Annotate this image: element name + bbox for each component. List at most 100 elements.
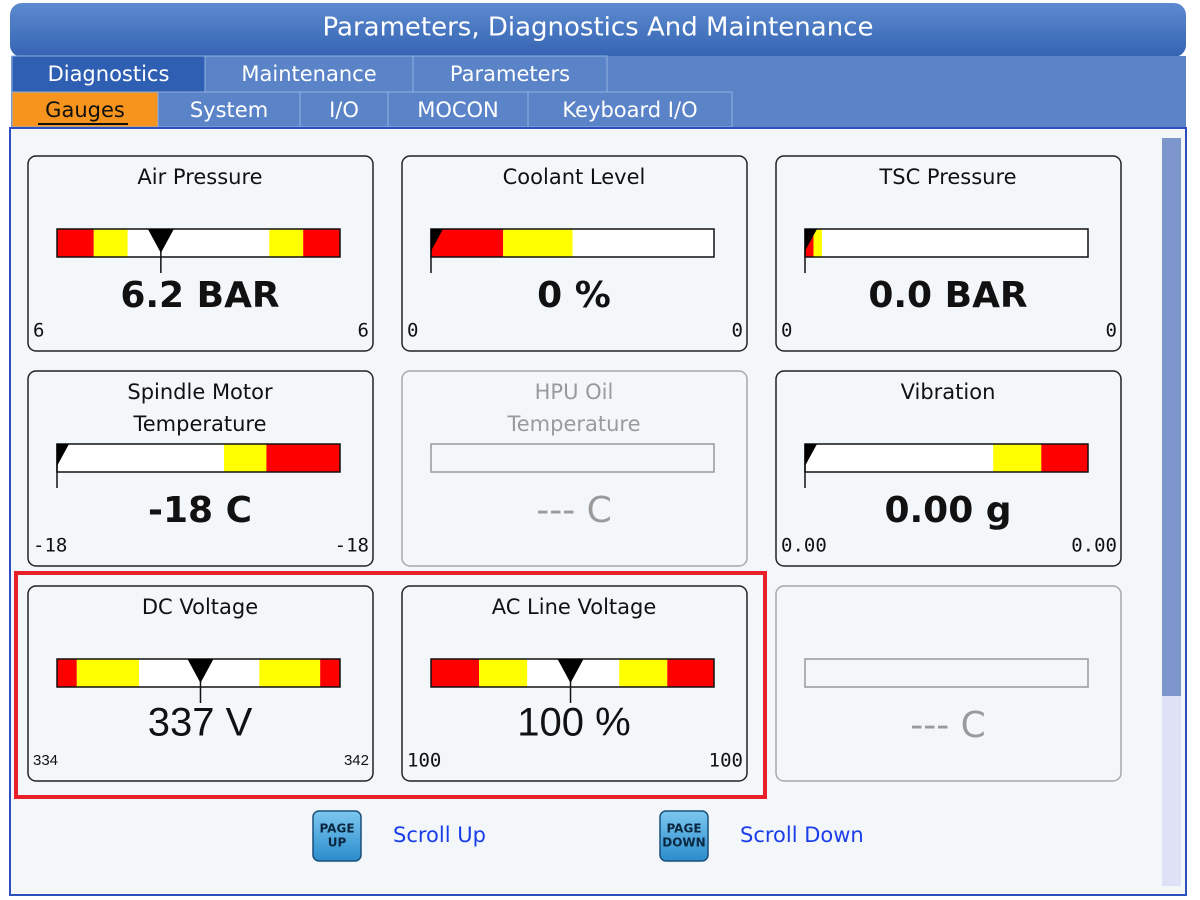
gauge-card: HPU Oil Temperature --- C	[401, 370, 748, 567]
gauge-zone	[619, 659, 668, 687]
gauge-min: 6	[33, 320, 44, 342]
key-label[interactable]: PAGE	[319, 822, 354, 836]
gauge-zone	[572, 229, 714, 257]
gauge-zone	[76, 659, 140, 687]
gauge-zone	[667, 659, 714, 687]
gauge-min: 0	[781, 320, 792, 342]
key-icon[interactable]	[659, 810, 709, 862]
gauge-zone	[303, 229, 340, 257]
scroll-label[interactable]: Scroll Up	[393, 823, 486, 847]
gauge-label: HPU Oil	[535, 380, 614, 404]
tab-label[interactable]: Parameters	[450, 62, 570, 86]
gauge-value: 100 %	[517, 701, 630, 745]
gauge-min: 0.00	[781, 535, 827, 557]
gauge-value: 0 %	[537, 275, 611, 316]
tab-label[interactable]: Maintenance	[241, 62, 376, 86]
subtab-label[interactable]: Gauges	[45, 98, 125, 122]
tab-label[interactable]: Diagnostics	[48, 62, 170, 86]
subtab-label[interactable]: Keyboard I/O	[562, 98, 697, 122]
gauge-marker	[57, 444, 69, 466]
gauge-zone	[266, 444, 340, 472]
gauge-value: 0.00 g	[884, 490, 1011, 531]
subtab[interactable]	[527, 91, 733, 128]
gauge-label: TSC Pressure	[878, 165, 1016, 189]
gauge-label: DC Voltage	[142, 595, 258, 619]
gauge-value: --- C	[536, 490, 612, 531]
gauge-marker	[187, 659, 214, 683]
gauge-max: 6	[358, 320, 369, 342]
gauge-max: 0.00	[1071, 535, 1117, 557]
title-bar	[10, 3, 1186, 57]
gauge-label: Temperature	[132, 412, 266, 436]
gauge-value: --- C	[910, 705, 986, 746]
key-label[interactable]: PAGE	[666, 822, 701, 836]
gauge-zone	[993, 444, 1042, 472]
key-icon[interactable]	[312, 810, 362, 862]
gauge-zone	[479, 659, 528, 687]
tab[interactable]	[11, 55, 206, 93]
gauge-max: -18	[335, 535, 369, 557]
key-label[interactable]: DOWN	[662, 836, 705, 850]
gauge-bar-frame	[56, 228, 341, 258]
gauge-label: Vibration	[901, 380, 996, 404]
gauge-zone	[431, 659, 480, 687]
gauge-zone	[223, 444, 267, 472]
gauge-card: --- C	[775, 585, 1122, 782]
gauge-min: 100	[407, 750, 441, 772]
gauge-zone	[269, 229, 304, 257]
gauge-marker	[557, 659, 584, 683]
gauge-zone	[431, 229, 504, 257]
scroll-label[interactable]: Scroll Down	[740, 823, 864, 847]
gauge-zone	[127, 229, 270, 257]
gauge-card: Vibration 0.00 g 0.00 0.00	[775, 370, 1122, 567]
subtab-label[interactable]: MOCON	[417, 98, 499, 122]
gauge-marker	[805, 229, 817, 251]
gauge-value: 0.0 BAR	[868, 275, 1027, 316]
gauge-zone	[57, 229, 94, 257]
gauge-marker	[431, 229, 443, 251]
gauge-min: 0	[407, 320, 418, 342]
gauge-label: Coolant Level	[503, 165, 646, 189]
gauge-max: 342	[344, 752, 369, 769]
gauge-zone	[821, 229, 1088, 257]
gauge-label: Temperature	[506, 412, 640, 436]
gauge-min: -18	[33, 535, 67, 557]
key-label[interactable]: UP	[328, 836, 347, 850]
gauge-marker	[147, 229, 174, 253]
gauge-zone	[503, 229, 573, 257]
gauge-marker	[805, 444, 817, 466]
gauge-bar-empty	[804, 658, 1089, 688]
gauge-bar-empty	[430, 443, 715, 473]
subtab-label[interactable]: System	[190, 98, 268, 122]
gauge-card: TSC Pressure 0.0 BAR 0 0	[775, 155, 1122, 352]
gauge-max: 100	[709, 750, 743, 772]
gauge-max: 0	[1106, 320, 1117, 342]
gauge-zone	[320, 659, 340, 687]
gauge-value: 337 V	[148, 701, 253, 745]
title: Parameters, Diagnostics And Maintenance	[323, 13, 874, 43]
gauge-zone	[57, 659, 77, 687]
gauge-zone	[93, 229, 128, 257]
gauge-zone	[813, 229, 822, 257]
gauge-max: 0	[732, 320, 743, 342]
gauge-label: AC Line Voltage	[492, 595, 657, 619]
gauge-card: Spindle Motor Temperature -18 C -18 -18	[27, 370, 374, 567]
gauge-label: Air Pressure	[137, 165, 262, 189]
subtab-label[interactable]: I/O	[329, 98, 359, 122]
highlight-box	[14, 571, 767, 799]
gauge-label: Spindle Motor	[127, 380, 273, 404]
gauge-value: 6.2 BAR	[120, 275, 279, 316]
gauge-zone	[57, 444, 224, 472]
gauge-card: AC Line Voltage 100 % 100 100	[401, 585, 748, 782]
gauge-zone	[259, 659, 321, 687]
gauge-min: 334	[33, 752, 58, 769]
scrollbar-thumb[interactable]	[1162, 138, 1181, 696]
subtab[interactable]	[11, 91, 159, 128]
gauge-value: -18 C	[148, 490, 252, 531]
gauge-card: DC Voltage 337 V 334 342	[27, 585, 374, 782]
subtab[interactable]	[299, 91, 389, 128]
gauge-zone	[1041, 444, 1088, 472]
gauge-zone	[805, 444, 994, 472]
